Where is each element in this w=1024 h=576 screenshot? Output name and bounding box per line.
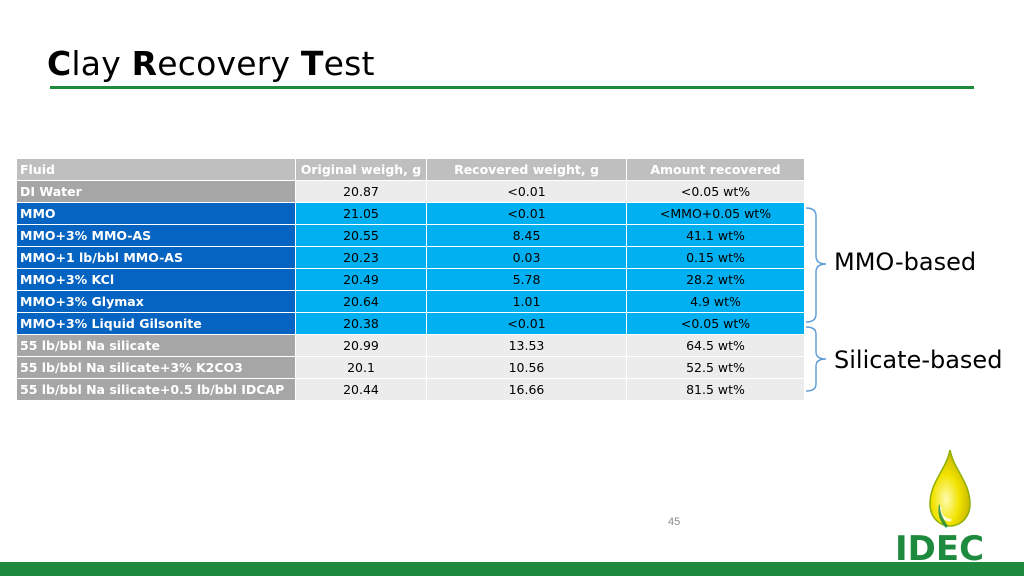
mmo-group-bracket bbox=[805, 207, 827, 323]
fluid-cell: MMO+3% KCl bbox=[16, 268, 296, 291]
logo-text: IDEC bbox=[895, 529, 984, 562]
table-row: MMO+3% MMO-AS 20.55 8.45 41.1 wt% bbox=[16, 224, 805, 247]
amount-recovered-cell: 4.9 wt% bbox=[626, 290, 805, 313]
amount-recovered-cell: 28.2 wt% bbox=[626, 268, 805, 291]
footer-bar bbox=[0, 562, 1024, 576]
recovered-weight-cell: 1.01 bbox=[426, 290, 627, 313]
amount-recovered-cell: 81.5 wt% bbox=[626, 378, 805, 401]
original-weight-cell: 20.55 bbox=[295, 224, 427, 247]
header-recovered-weight: Recovered weight, g bbox=[426, 158, 627, 181]
table-row: 55 lb/bbl Na silicate+3% K2CO3 20.1 10.5… bbox=[16, 356, 805, 379]
table-row: 55 lb/bbl Na silicate+0.5 lb/bbl IDCAP 2… bbox=[16, 378, 805, 401]
original-weight-cell: 20.38 bbox=[295, 312, 427, 335]
original-weight-cell: 20.49 bbox=[295, 268, 427, 291]
page-number: 45 bbox=[668, 516, 681, 528]
fluid-cell: DI Water bbox=[16, 180, 296, 203]
slide-title: Clay Recovery Test bbox=[47, 44, 375, 83]
amount-recovered-cell: <0.05 wt% bbox=[626, 312, 805, 335]
original-weight-cell: 20.64 bbox=[295, 290, 427, 313]
original-weight-cell: 20.44 bbox=[295, 378, 427, 401]
original-weight-cell: 20.87 bbox=[295, 180, 427, 203]
recovered-weight-cell: <0.01 bbox=[426, 180, 627, 203]
table-row: MMO 21.05 <0.01 <MMO+0.05 wt% bbox=[16, 202, 805, 225]
table-row: DI Water 20.87 <0.01 <0.05 wt% bbox=[16, 180, 805, 203]
oil-drop-icon bbox=[929, 449, 971, 527]
recovered-weight-cell: 16.66 bbox=[426, 378, 627, 401]
original-weight-cell: 21.05 bbox=[295, 202, 427, 225]
title-rest-est: est bbox=[323, 44, 375, 83]
recovered-weight-cell: 0.03 bbox=[426, 246, 627, 269]
fluid-cell: MMO+3% Glymax bbox=[16, 290, 296, 313]
title-rest-ecovery: ecovery bbox=[157, 44, 301, 83]
table-header-row: Fluid Original weigh, g Recovered weight… bbox=[16, 158, 805, 181]
recovered-weight-cell: 8.45 bbox=[426, 224, 627, 247]
recovered-weight-cell: 13.53 bbox=[426, 334, 627, 357]
recovered-weight-cell: 5.78 bbox=[426, 268, 627, 291]
table-row: MMO+3% Liquid Gilsonite 20.38 <0.01 <0.0… bbox=[16, 312, 805, 335]
header-original-weight: Original weigh, g bbox=[295, 158, 427, 181]
table-row: MMO+1 lb/bbl MMO-AS 20.23 0.03 0.15 wt% bbox=[16, 246, 805, 269]
silicate-based-label: Silicate-based bbox=[834, 346, 1003, 374]
recovered-weight-cell: <0.01 bbox=[426, 202, 627, 225]
amount-recovered-cell: 41.1 wt% bbox=[626, 224, 805, 247]
mmo-based-label: MMO-based bbox=[834, 248, 977, 276]
amount-recovered-cell: 64.5 wt% bbox=[626, 334, 805, 357]
fluid-cell: 55 lb/bbl Na silicate+0.5 lb/bbl IDCAP bbox=[16, 378, 296, 401]
title-initial-c: C bbox=[47, 44, 72, 83]
amount-recovered-cell: <MMO+0.05 wt% bbox=[626, 202, 805, 225]
amount-recovered-cell: 0.15 wt% bbox=[626, 246, 805, 269]
title-initial-t: T bbox=[300, 44, 324, 83]
table-row: MMO+3% Glymax 20.64 1.01 4.9 wt% bbox=[16, 290, 805, 313]
fluid-cell: MMO+3% MMO-AS bbox=[16, 224, 296, 247]
title-initial-r: R bbox=[131, 44, 158, 83]
header-amount-recovered: Amount recovered bbox=[626, 158, 805, 181]
fluid-cell: MMO bbox=[16, 202, 296, 225]
original-weight-cell: 20.99 bbox=[295, 334, 427, 357]
fluid-cell: 55 lb/bbl Na silicate+3% K2CO3 bbox=[16, 356, 296, 379]
header-fluid: Fluid bbox=[16, 158, 296, 181]
clay-recovery-table: Fluid Original weigh, g Recovered weight… bbox=[16, 158, 805, 401]
idec-logo: IDEC bbox=[894, 449, 1014, 562]
recovered-weight-cell: 10.56 bbox=[426, 356, 627, 379]
fluid-cell: MMO+1 lb/bbl MMO-AS bbox=[16, 246, 296, 269]
amount-recovered-cell: 52.5 wt% bbox=[626, 356, 805, 379]
title-underline bbox=[50, 86, 974, 89]
table-row: 55 lb/bbl Na silicate 20.99 13.53 64.5 w… bbox=[16, 334, 805, 357]
recovered-weight-cell: <0.01 bbox=[426, 312, 627, 335]
amount-recovered-cell: <0.05 wt% bbox=[626, 180, 805, 203]
fluid-cell: MMO+3% Liquid Gilsonite bbox=[16, 312, 296, 335]
title-rest-lay: lay bbox=[71, 44, 132, 83]
silicate-group-bracket bbox=[805, 326, 827, 392]
original-weight-cell: 20.23 bbox=[295, 246, 427, 269]
original-weight-cell: 20.1 bbox=[295, 356, 427, 379]
fluid-cell: 55 lb/bbl Na silicate bbox=[16, 334, 296, 357]
table-row: MMO+3% KCl 20.49 5.78 28.2 wt% bbox=[16, 268, 805, 291]
